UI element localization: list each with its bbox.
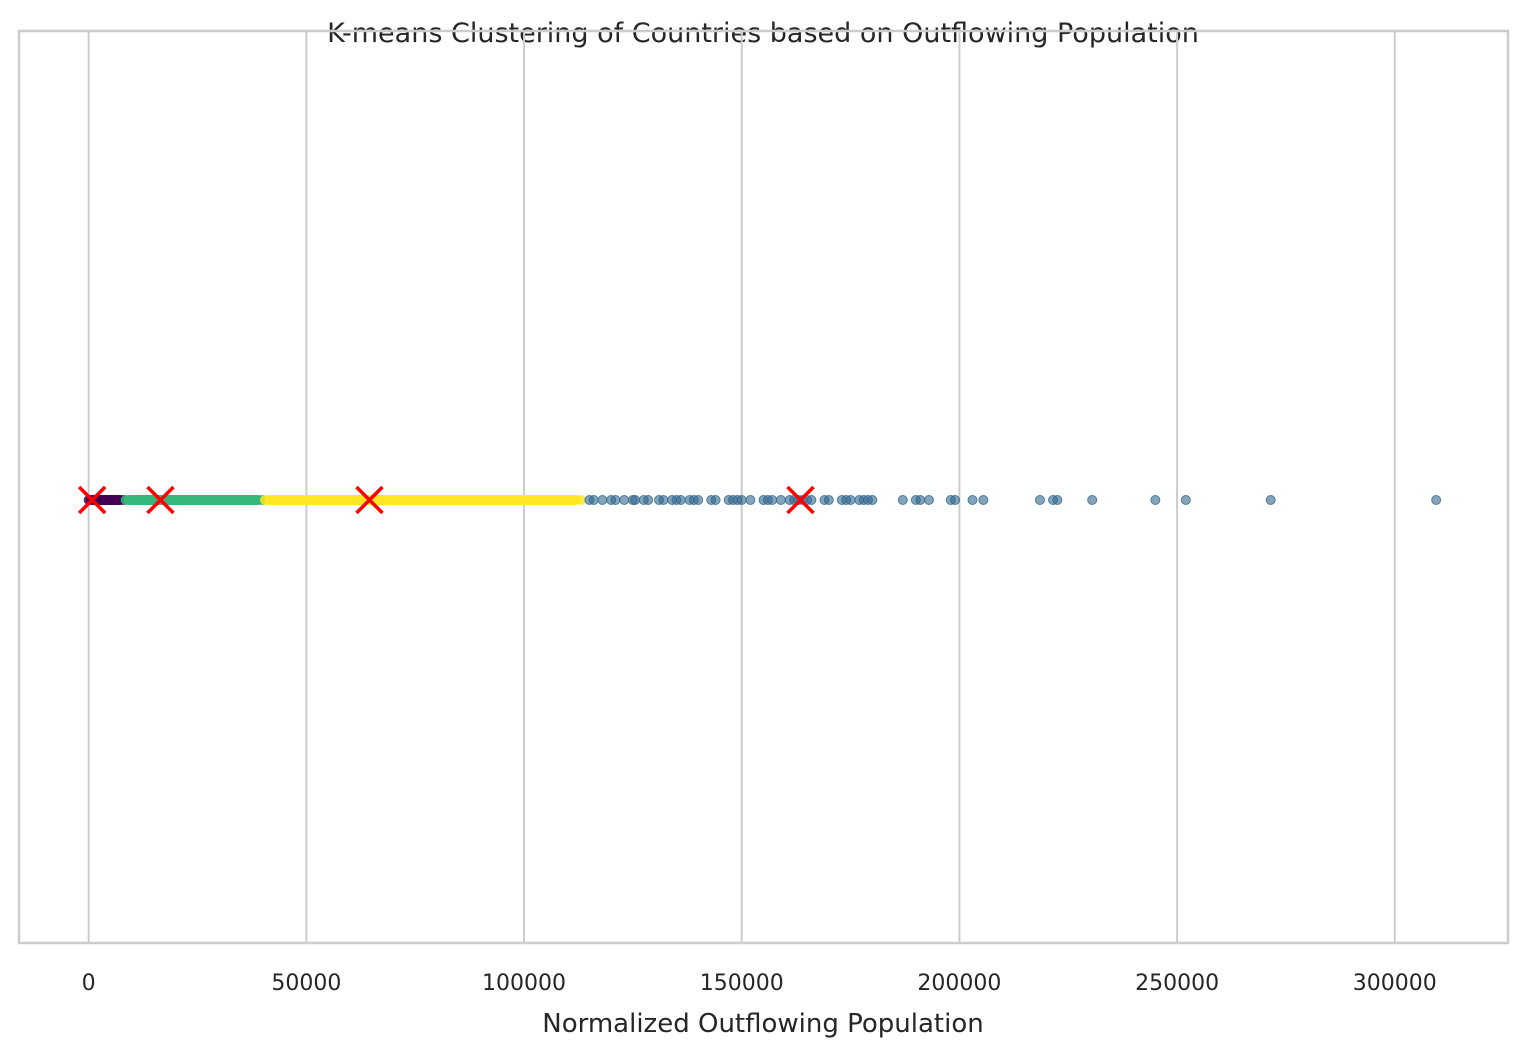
data-point <box>823 495 834 505</box>
data-points <box>83 495 1442 505</box>
x-tick-label: 100000 <box>482 971 566 996</box>
data-point <box>923 495 934 505</box>
data-point <box>619 495 630 505</box>
data-point <box>1150 495 1161 505</box>
data-point <box>845 495 856 505</box>
data-point <box>897 495 908 505</box>
centroid-marker <box>355 485 384 515</box>
data-point <box>1180 495 1191 505</box>
data-point <box>1431 495 1442 505</box>
data-point <box>658 495 669 505</box>
centroid-marker <box>77 485 107 515</box>
data-point <box>1052 495 1063 505</box>
data-point <box>588 495 599 505</box>
data-point <box>775 495 786 505</box>
data-point <box>1034 495 1045 505</box>
plot-frame <box>17 29 1510 945</box>
chart-title: K-means Clustering of Countries based on… <box>327 18 1199 49</box>
data-point <box>1087 495 1098 505</box>
x-tick-label: 200000 <box>917 971 1001 996</box>
x-tick-label: 300000 <box>1353 971 1437 996</box>
data-point-band <box>123 495 263 505</box>
centroid-marker <box>146 485 175 515</box>
x-tick-label: 250000 <box>1135 971 1219 996</box>
x-tick-labels: 0 50000 100000 150000 200000 250000 300000 <box>82 971 1437 996</box>
centroid-marker <box>786 485 815 515</box>
data-point <box>767 495 778 505</box>
gridlines <box>87 31 1396 943</box>
data-point <box>745 495 756 505</box>
data-point-band <box>264 495 581 505</box>
data-point <box>736 495 747 505</box>
data-point <box>610 495 621 505</box>
x-axis-label: Normalized Outflowing Population <box>542 1009 983 1039</box>
data-point <box>693 495 704 505</box>
data-point <box>1265 495 1276 505</box>
data-point <box>630 495 641 505</box>
data-point <box>597 495 608 505</box>
data-point <box>643 495 654 505</box>
data-point <box>710 495 721 505</box>
data-point-band <box>88 495 124 505</box>
centroid-markers <box>77 485 815 515</box>
x-tick-label: 150000 <box>700 971 784 996</box>
data-point <box>867 495 878 505</box>
data-point <box>915 495 926 505</box>
data-point <box>675 495 686 505</box>
data-point <box>967 495 978 505</box>
data-point <box>978 495 989 505</box>
data-point <box>950 495 961 505</box>
x-tick-label: 0 <box>82 971 96 996</box>
data-point <box>806 495 817 505</box>
x-tick-label: 50000 <box>271 971 341 996</box>
